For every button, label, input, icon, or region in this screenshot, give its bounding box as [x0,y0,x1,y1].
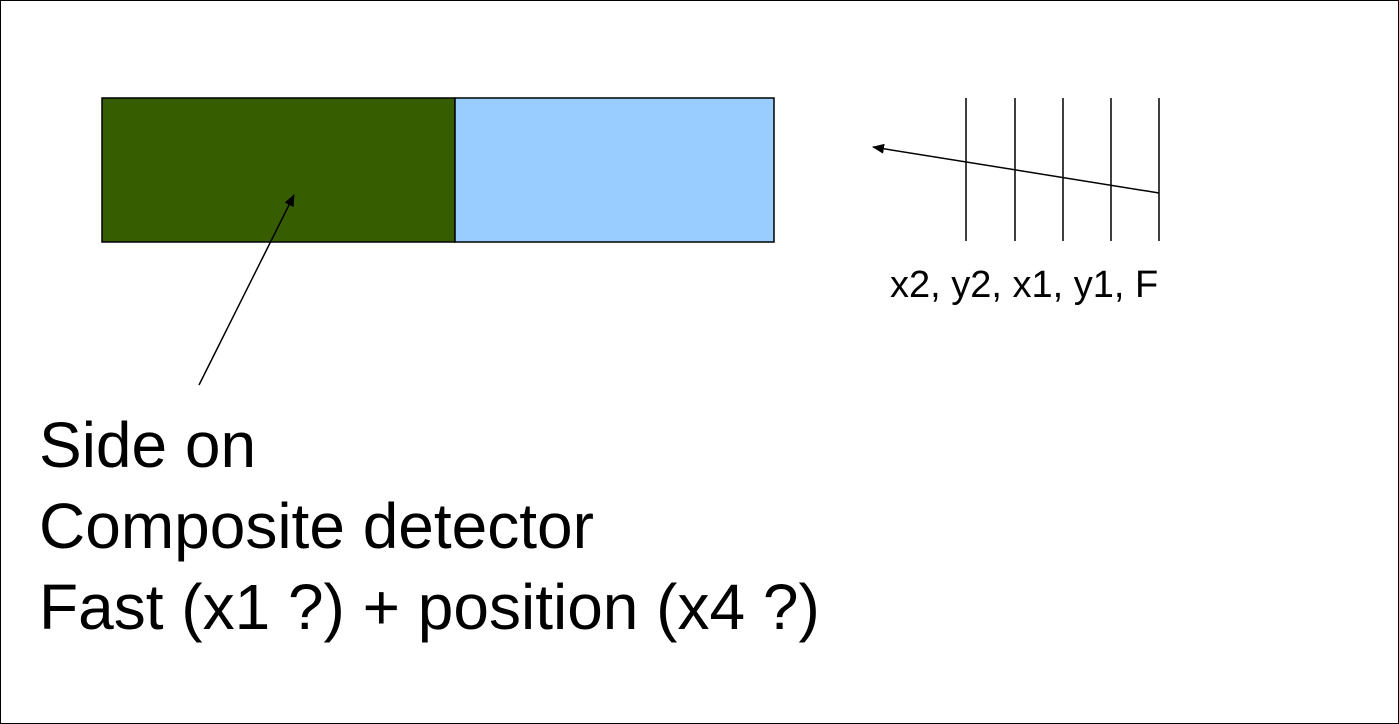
fast-detector-block [101,97,456,243]
description-line-composite: Composite detector [39,490,594,562]
position-detector-block [454,97,775,243]
description-text: Side on Composite detector Fast (x1 ?) +… [39,405,820,648]
description-line-side-on: Side on [39,409,257,481]
strip-planes-label: x2, y2, x1, y1, F [890,264,1159,306]
pointer-arrow [198,194,295,386]
strip-planes [965,98,1160,241]
description-line-fast-position: Fast (x1 ?) + position (x4 ?) [39,571,820,643]
track-arrow [872,143,1160,194]
